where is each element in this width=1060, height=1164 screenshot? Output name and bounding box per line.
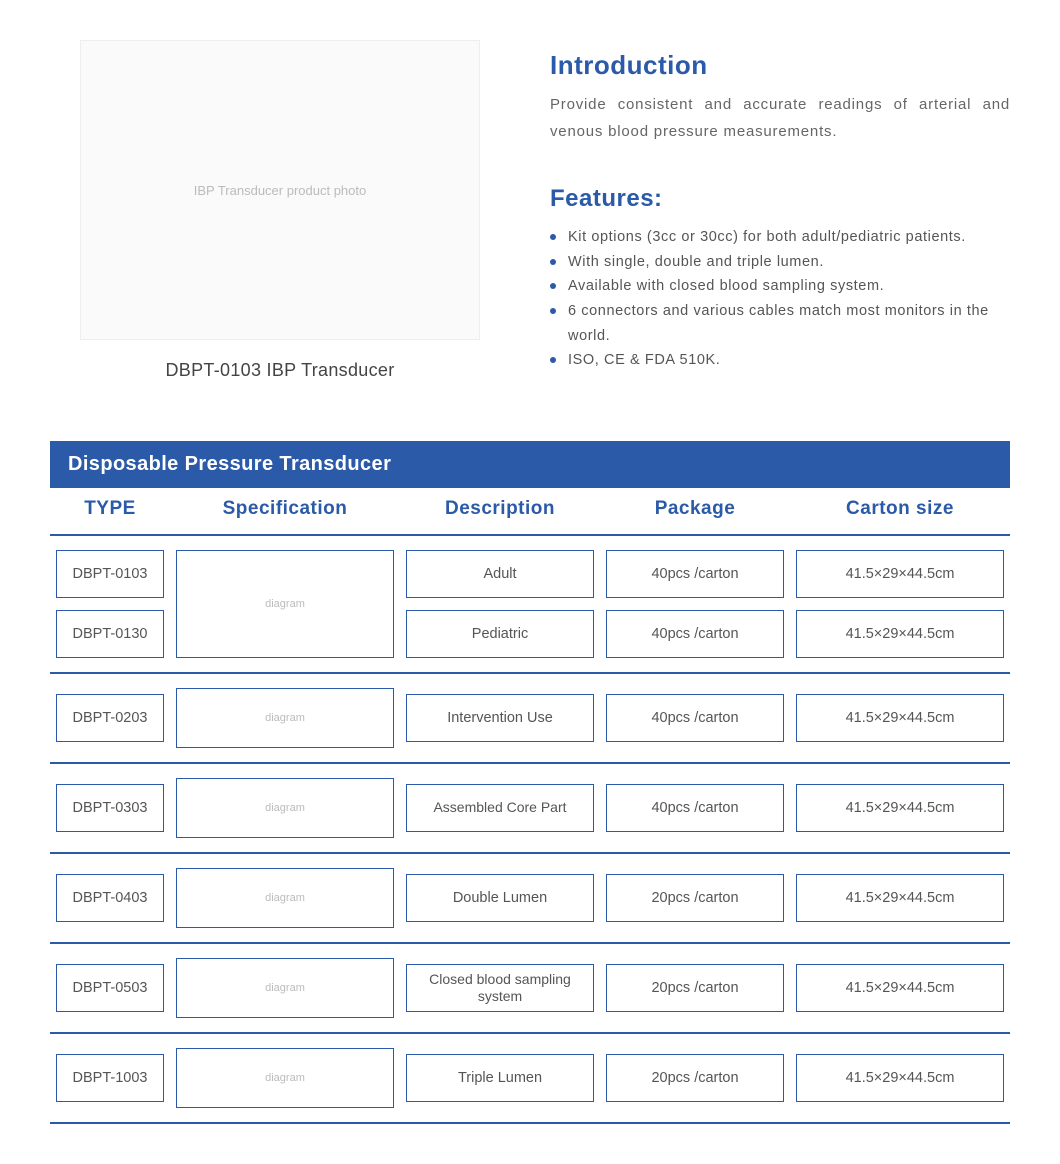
table-row-group: DBPT-0403 diagram Double Lumen 20pcs /ca… (50, 854, 1010, 944)
cell-spec-image: diagram (176, 688, 394, 748)
cell-package: 40pcs /carton (606, 610, 784, 658)
cell-description: Double Lumen (406, 874, 594, 922)
cell-type: DBPT-0503 (56, 964, 164, 1012)
cell-package: 40pcs /carton (606, 694, 784, 742)
intro-body: Provide consistent and accurate readings… (550, 91, 1010, 145)
cell-carton: 41.5×29×44.5cm (796, 784, 1004, 832)
header-desc: Description (400, 498, 600, 520)
feature-item: With single, double and triple lumen. (550, 250, 1010, 275)
table-row-group: DBPT-0103 DBPT-0130 diagram Adult 40pcs … (50, 536, 1010, 674)
table-row-group: DBPT-0203 diagram Intervention Use 40pcs… (50, 674, 1010, 764)
product-caption: DBPT-0103 IBP Transducer (166, 360, 395, 381)
cell-description: Closed blood sampling system (406, 964, 594, 1012)
cell-package: 40pcs /carton (606, 784, 784, 832)
cell-type: DBPT-1003 (56, 1054, 164, 1102)
cell-carton: 41.5×29×44.5cm (796, 1054, 1004, 1102)
cell-type: DBPT-0203 (56, 694, 164, 742)
header-spec: Specification (170, 498, 400, 520)
cell-carton: 41.5×29×44.5cm (796, 964, 1004, 1012)
header-type: TYPE (50, 498, 170, 520)
cell-carton: 41.5×29×44.5cm (796, 694, 1004, 742)
table-banner: Disposable Pressure Transducer (50, 441, 1010, 488)
product-column: IBP Transducer product photo DBPT-0103 I… (50, 40, 510, 381)
feature-item: 6 connectors and various cables match mo… (550, 299, 1010, 348)
cell-carton: 41.5×29×44.5cm (796, 550, 1004, 598)
table-row-group: DBPT-0303 diagram Assembled Core Part 40… (50, 764, 1010, 854)
table-row-group: DBPT-1003 diagram Triple Lumen 20pcs /ca… (50, 1034, 1010, 1124)
cell-description: Pediatric (406, 610, 594, 658)
cell-type: DBPT-0403 (56, 874, 164, 922)
header-carton: Carton size (790, 498, 1010, 520)
text-column: Introduction Provide consistent and accu… (550, 40, 1010, 381)
cell-package: 20pcs /carton (606, 964, 784, 1012)
cell-type: DBPT-0303 (56, 784, 164, 832)
feature-item: ISO, CE & FDA 510K. (550, 348, 1010, 373)
cell-description: Triple Lumen (406, 1054, 594, 1102)
product-image: IBP Transducer product photo (80, 40, 480, 340)
feature-item: Kit options (3cc or 30cc) for both adult… (550, 225, 1010, 250)
cell-package: 40pcs /carton (606, 550, 784, 598)
top-section: IBP Transducer product photo DBPT-0103 I… (50, 40, 1010, 381)
cell-carton: 41.5×29×44.5cm (796, 874, 1004, 922)
feature-item: Available with closed blood sampling sys… (550, 274, 1010, 299)
spec-table: Disposable Pressure Transducer TYPE Spec… (50, 441, 1010, 1124)
cell-carton: 41.5×29×44.5cm (796, 610, 1004, 658)
cell-spec-image: diagram (176, 778, 394, 838)
table-row-group: DBPT-0503 diagram Closed blood sampling … (50, 944, 1010, 1034)
cell-type: DBPT-0130 (56, 610, 164, 658)
features-heading: Features: (550, 185, 1010, 213)
header-package: Package (600, 498, 790, 520)
cell-spec-image: diagram (176, 868, 394, 928)
cell-description: Adult (406, 550, 594, 598)
cell-spec-image: diagram (176, 958, 394, 1018)
features-list: Kit options (3cc or 30cc) for both adult… (550, 225, 1010, 373)
cell-spec-image: diagram (176, 1048, 394, 1108)
cell-description: Intervention Use (406, 694, 594, 742)
cell-package: 20pcs /carton (606, 1054, 784, 1102)
intro-heading: Introduction (550, 50, 1010, 81)
cell-description: Assembled Core Part (406, 784, 594, 832)
table-headers: TYPE Specification Description Package C… (50, 488, 1010, 536)
cell-package: 20pcs /carton (606, 874, 784, 922)
cell-spec-image: diagram (176, 550, 394, 658)
cell-type: DBPT-0103 (56, 550, 164, 598)
